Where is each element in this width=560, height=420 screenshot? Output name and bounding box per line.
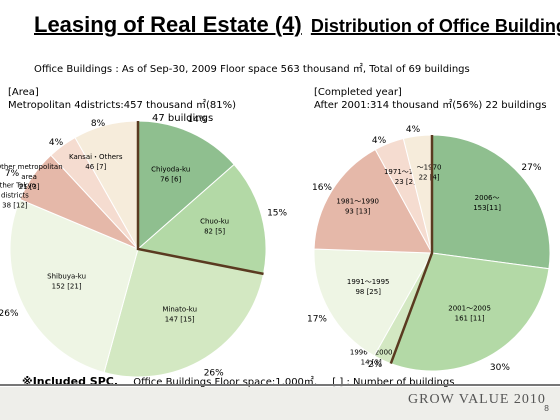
pie-slice-2006 bbox=[431, 134, 551, 270]
pie-slice-minato-ku bbox=[103, 248, 265, 378]
slice-label-2006: 2006～ 153[11] bbox=[473, 194, 501, 212]
area-heading-label: [Area] bbox=[8, 87, 39, 98]
pie-emphasis-line bbox=[136, 121, 264, 276]
slice-label-chuo-ku: Chuo-ku 82 [5] bbox=[200, 217, 229, 235]
slice-percent-1970: 4% bbox=[406, 125, 421, 135]
year-heading-total: After 2001:314 thousand ㎡(56%) 22 buildi… bbox=[314, 100, 547, 111]
slice-percent-minato-ku: 26% bbox=[204, 369, 224, 379]
title-main: Leasing of Real Estate (4) bbox=[34, 12, 302, 37]
year-heading-label: [Completed year] bbox=[314, 87, 402, 98]
slice-label-2001-2005: 2001～2005 161 [11] bbox=[448, 305, 491, 323]
pie-slice-chuo-ku bbox=[136, 163, 267, 275]
slice-percent-1981-1990: 16% bbox=[312, 183, 332, 193]
slice-percent-other-metropolitan-area: 4% bbox=[49, 138, 64, 148]
slice-label-kansai-others: Kansai・Others 46 [7] bbox=[69, 153, 123, 171]
slice-label-shibuya-ku: Shibuya-ku 152 [21] bbox=[47, 273, 86, 291]
footer-bar bbox=[0, 387, 560, 420]
slice-percent-2001-2005: 30% bbox=[490, 363, 510, 373]
slice-label-1970: ～1970 22 [4] bbox=[417, 163, 442, 181]
slice-percent-1996-2000: 2% bbox=[368, 360, 383, 370]
area-heading-buildings: 47 buildings bbox=[152, 113, 214, 124]
slice-label-minato-ku: Minato-ku 147 [15] bbox=[162, 306, 197, 324]
area-heading-total: Metropolitan 4districts:457 thousand ㎡(8… bbox=[8, 100, 237, 111]
slice-label-1981-1990: 1981～1990 93 [13] bbox=[336, 198, 379, 216]
brand-logo-text: GROW VALUE 2010 bbox=[408, 392, 546, 407]
slice-percent-other-tokyo-districts: 7% bbox=[5, 169, 20, 179]
page-title: Leasing of Real Estate (4) Distribution … bbox=[34, 12, 560, 38]
footer-floor-space: Office Buildings Floor space:1,000㎡, bbox=[133, 377, 318, 388]
slice-percent-chiyoda-ku: 14% bbox=[187, 115, 207, 125]
footer-legend: [ ] : Number of buildings bbox=[332, 377, 455, 388]
slice-percent-1991-1995: 17% bbox=[307, 315, 327, 325]
slice-percent-2006: 27% bbox=[521, 163, 541, 173]
pie-emphasis-line bbox=[389, 135, 434, 365]
slice-label-other-metropolitan-area: Other metropolitan area 21 [3] bbox=[0, 163, 63, 191]
footer-divider bbox=[0, 384, 560, 386]
pie-slice-chiyoda-ku bbox=[137, 120, 235, 251]
summary-line: Office Buildings : As of Sep-30, 2009 Fl… bbox=[34, 64, 470, 75]
pie-slice-2001-2005 bbox=[390, 252, 550, 372]
pie-slice-1991-1995 bbox=[313, 248, 433, 357]
slice-label-1971-1980: 1971～1980 23 [2] bbox=[384, 168, 427, 186]
slice-label-1991-1995: 1991～1995 98 [25] bbox=[347, 278, 390, 296]
slice-label-chiyoda-ku: Chiyoda-ku 76 [6] bbox=[151, 166, 190, 184]
page-number: 8 bbox=[544, 404, 550, 413]
slice-percent-1971-1980: 4% bbox=[372, 136, 387, 146]
pie-slice-1981-1990 bbox=[313, 148, 433, 254]
title-sub: Distribution of Office Buildings bbox=[310, 16, 560, 36]
pie-slice-shibuya-ku bbox=[9, 198, 139, 374]
slice-percent-chuo-ku: 15% bbox=[267, 209, 287, 219]
slice-percent-shibuya-ku: 26% bbox=[0, 309, 19, 319]
slice-percent-kansai-others: 8% bbox=[91, 119, 106, 129]
